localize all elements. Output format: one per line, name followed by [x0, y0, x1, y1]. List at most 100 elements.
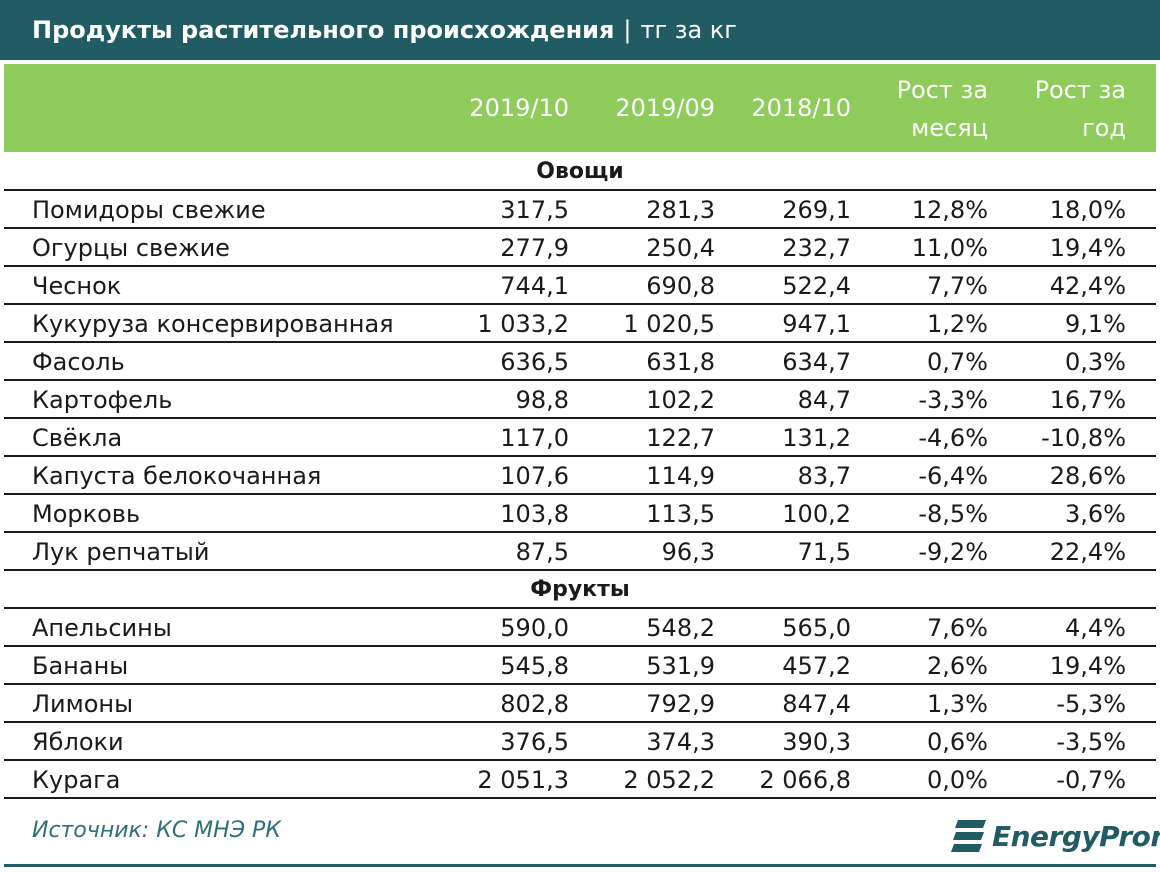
- table-cell-col-3: 2 066,8: [759, 766, 851, 794]
- table-cell-col-3: 232,7: [782, 234, 851, 262]
- table-cell-col-5: 0,3%: [1065, 348, 1126, 376]
- column-header-2: 2019/09: [615, 89, 715, 127]
- row-label: Капуста белокочанная: [32, 462, 322, 490]
- table-cell-col-2: 690,8: [646, 272, 715, 300]
- row-label: Курага: [32, 766, 121, 794]
- row-label: Чеснок: [32, 272, 122, 300]
- table-cell-col-2: 122,7: [646, 424, 715, 452]
- table-cell-col-2: 113,5: [646, 500, 715, 528]
- table-cell-col-1: 98,8: [515, 386, 569, 414]
- table-cell-col-1: 1 033,2: [477, 310, 569, 338]
- table-cell-col-4: -6,4%: [918, 462, 988, 490]
- table-cell-col-2: 374,3: [646, 728, 715, 756]
- table-cell-col-3: 565,0: [782, 614, 851, 642]
- table-cell-col-1: 317,5: [500, 196, 569, 224]
- table-cell-col-1: 545,8: [500, 652, 569, 680]
- table-body: Овощи Помидоры свежие 317,5 281,3 269,1 12,8%…: [4, 153, 1156, 799]
- table-cell-col-2: 250,4: [646, 234, 715, 262]
- table-cell-col-5: -10,8%: [1041, 424, 1126, 452]
- row-label: Бананы: [32, 652, 129, 680]
- table-cell-col-1: 2 051,3: [477, 766, 569, 794]
- table-cell-col-5: -0,7%: [1056, 766, 1126, 794]
- energyprom-logo-icon: [951, 820, 986, 852]
- table-row: Картофель 98,8 102,2 84,7 -3,3% 16,7%: [4, 381, 1156, 419]
- row-label: Огурцы свежие: [32, 234, 230, 262]
- table-row: Фасоль 636,5 631,8 634,7 0,7% 0,3%: [4, 343, 1156, 381]
- table-cell-col-3: 269,1: [782, 196, 851, 224]
- table-cell-col-5: 19,4%: [1049, 234, 1126, 262]
- column-header-4-line-1: Рост за: [896, 76, 988, 104]
- table-row: Лимоны 802,8 792,9 847,4 1,3% -5,3%: [4, 685, 1156, 723]
- table-cell-col-3: 522,4: [782, 272, 851, 300]
- column-header-4-line-2: месяц: [911, 114, 988, 142]
- table-cell-col-1: 107,6: [500, 462, 569, 490]
- table-cell-col-3: 71,5: [797, 538, 851, 566]
- table-row: Морковь 103,8 113,5 100,2 -8,5% 3,6%: [4, 495, 1156, 533]
- bottom-rule: [4, 864, 1156, 867]
- row-label: Помидоры свежие: [32, 196, 266, 224]
- table-cell-col-5: 4,4%: [1065, 614, 1126, 642]
- table-cell-col-2: 1 020,5: [623, 310, 715, 338]
- table-cell-col-2: 548,2: [646, 614, 715, 642]
- table-cell-col-5: 18,0%: [1049, 196, 1126, 224]
- table-cell-col-4: -9,2%: [918, 538, 988, 566]
- table-unit: тг за кг: [640, 16, 737, 44]
- table-row: Капуста белокочанная 107,6 114,9 83,7 -6,4% 2…: [4, 457, 1156, 495]
- column-header-2-line-1: 2019/09: [615, 94, 715, 122]
- table-cell-col-5: 28,6%: [1049, 462, 1126, 490]
- group-header-row: Фрукты: [4, 571, 1156, 609]
- table-cell-col-1: 802,8: [500, 690, 569, 718]
- table-cell-col-2: 114,9: [646, 462, 715, 490]
- table-cell-col-4: 12,8%: [911, 196, 988, 224]
- table-cell-col-3: 83,7: [797, 462, 851, 490]
- group-header-row: Овощи: [4, 153, 1156, 191]
- table-row: Помидоры свежие 317,5 281,3 269,1 12,8% 18,0%: [4, 191, 1156, 229]
- title-separator: |: [623, 16, 632, 44]
- column-header-3-line-1: 2018/10: [751, 94, 851, 122]
- title-bar: Продукты растительного происхождения | тг …: [0, 0, 1160, 60]
- table-row: Апельсины 590,0 548,2 565,0 7,6% 4,4%: [4, 609, 1156, 647]
- table-cell-col-5: 22,4%: [1049, 538, 1126, 566]
- table-cell-col-1: 636,5: [500, 348, 569, 376]
- table-cell-col-2: 531,9: [646, 652, 715, 680]
- table-row: Лук репчатый 87,5 96,3 71,5 -9,2% 22,4%: [4, 533, 1156, 571]
- table-cell-col-5: 42,4%: [1049, 272, 1126, 300]
- table-cell-col-5: -5,3%: [1056, 690, 1126, 718]
- table-cell-col-5: 19,4%: [1049, 652, 1126, 680]
- table-cell-col-4: 7,7%: [927, 272, 988, 300]
- table-row: Яблоки 376,5 374,3 390,3 0,6% -3,5%: [4, 723, 1156, 761]
- column-header-5-line-1: Рост за: [1034, 76, 1126, 104]
- table-cell-col-2: 792,9: [646, 690, 715, 718]
- table-cell-col-4: 2,6%: [927, 652, 988, 680]
- table-row: Чеснок 744,1 690,8 522,4 7,7% 42,4%: [4, 267, 1156, 305]
- source-note: Источник: КС МНЭ РК: [32, 818, 281, 843]
- table-row: Огурцы свежие 277,9 250,4 232,7 11,0% 19,4%: [4, 229, 1156, 267]
- group-label: Фрукты: [530, 577, 630, 602]
- table-cell-col-4: 0,6%: [927, 728, 988, 756]
- row-label: Апельсины: [32, 614, 172, 642]
- table-cell-col-1: 590,0: [500, 614, 569, 642]
- table-cell-col-3: 390,3: [782, 728, 851, 756]
- column-header-5-line-2: год: [1082, 114, 1126, 142]
- table-cell-col-4: 11,0%: [911, 234, 988, 262]
- row-label: Лимоны: [32, 690, 134, 718]
- column-header-3: 2018/10: [751, 89, 851, 127]
- table-cell-col-3: 457,2: [782, 652, 851, 680]
- table-cell-col-4: -3,3%: [918, 386, 988, 414]
- table-cell-col-4: 0,0%: [927, 766, 988, 794]
- table-cell-col-3: 847,4: [782, 690, 851, 718]
- table-cell-col-5: 16,7%: [1049, 386, 1126, 414]
- table-cell-col-5: 3,6%: [1065, 500, 1126, 528]
- table-cell-col-3: 634,7: [782, 348, 851, 376]
- table-cell-col-1: 103,8: [500, 500, 569, 528]
- table-cell-col-1: 744,1: [500, 272, 569, 300]
- row-label: Свёкла: [32, 424, 123, 452]
- table-cell-col-1: 117,0: [500, 424, 569, 452]
- row-label: Картофель: [32, 386, 173, 414]
- table-cell-col-2: 281,3: [646, 196, 715, 224]
- table-cell-col-2: 2 052,2: [623, 766, 715, 794]
- table-cell-col-4: 1,2%: [927, 310, 988, 338]
- table-row: Бананы 545,8 531,9 457,2 2,6% 19,4%: [4, 647, 1156, 685]
- table-cell-col-4: -4,6%: [918, 424, 988, 452]
- row-label: Яблоки: [32, 728, 124, 756]
